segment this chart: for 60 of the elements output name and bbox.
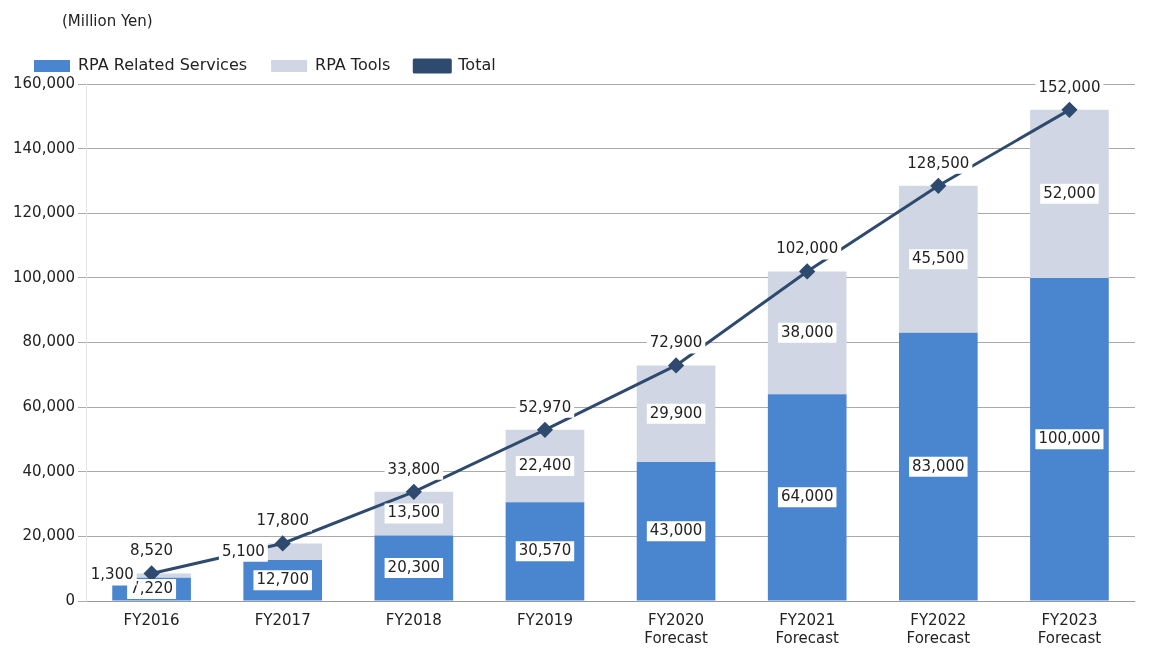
bar xyxy=(636,462,716,601)
y-tick-label: 40,000 xyxy=(22,461,76,480)
x-tick-label: FY2020 Forecast xyxy=(644,610,708,647)
point xyxy=(1061,102,1077,118)
bar xyxy=(1030,109,1109,278)
point xyxy=(406,484,422,500)
data-label: 33,800 xyxy=(387,459,441,478)
x-tick-label: FY2017 xyxy=(254,610,311,629)
y-tick-label: 160,000 xyxy=(13,73,76,92)
point xyxy=(144,565,160,581)
y-tick-label: 120,000 xyxy=(13,203,76,222)
data-label: 13,500 xyxy=(387,503,441,522)
x-tick-label: FY2018 xyxy=(385,610,442,629)
data-label: 7,220 xyxy=(130,578,174,597)
y-axis-title: (Million Yen) xyxy=(62,11,153,30)
legend-label: RPA Related Services xyxy=(78,55,248,75)
x-tick-label: FY2023 Forecast xyxy=(1037,610,1102,647)
data-label: 83,000 xyxy=(912,456,965,475)
x-tick-label: FY2016 xyxy=(123,610,180,629)
data-label: 5,100 xyxy=(221,541,265,560)
data-label: 128,500 xyxy=(907,153,970,172)
data-label: 100,000 xyxy=(1038,429,1101,448)
data-label: 20,300 xyxy=(387,557,441,576)
data-label: 43,000 xyxy=(649,521,703,540)
data-label: 12,700 xyxy=(256,570,309,589)
bar xyxy=(767,271,847,395)
data-label: 52,000 xyxy=(1043,183,1096,202)
bar xyxy=(767,394,847,601)
data-label: 8,520 xyxy=(130,541,174,560)
point xyxy=(275,535,291,551)
y-tick-label: 80,000 xyxy=(22,332,76,351)
data-label: 30,570 xyxy=(518,541,572,560)
data-label: 38,000 xyxy=(780,322,834,341)
point xyxy=(799,263,815,279)
bar xyxy=(898,332,978,601)
x-tick-label: FY2022 Forecast xyxy=(906,610,971,647)
data-label: 102,000 xyxy=(776,239,839,258)
y-tick-label: 100,000 xyxy=(13,267,76,286)
legend-label: RPA Tools xyxy=(315,55,391,75)
data-label: 17,800 xyxy=(256,511,309,530)
y-tick-label: 20,000 xyxy=(22,526,76,545)
y-tick-label: 0 xyxy=(65,590,76,609)
bar xyxy=(898,185,978,333)
data-label: 45,500 xyxy=(912,249,965,268)
point xyxy=(930,178,946,194)
data-label: 152,000 xyxy=(1038,77,1101,96)
x-tick-label: FY2021 Forecast xyxy=(775,610,840,647)
x-tick-label: FY2019 xyxy=(516,610,573,629)
point xyxy=(537,422,553,438)
y-tick-label: 60,000 xyxy=(22,397,76,416)
data-label: 29,900 xyxy=(649,403,703,422)
data-label: 1,300 xyxy=(90,565,134,584)
data-label: 52,970 xyxy=(518,397,572,416)
data-label: 22,400 xyxy=(518,455,572,474)
y-tick-label: 140,000 xyxy=(13,138,76,157)
point xyxy=(668,357,684,373)
data-label: 72,900 xyxy=(649,333,703,352)
bar xyxy=(1030,277,1109,601)
legend-label: Total xyxy=(457,55,496,75)
data-label: 64,000 xyxy=(780,487,834,506)
